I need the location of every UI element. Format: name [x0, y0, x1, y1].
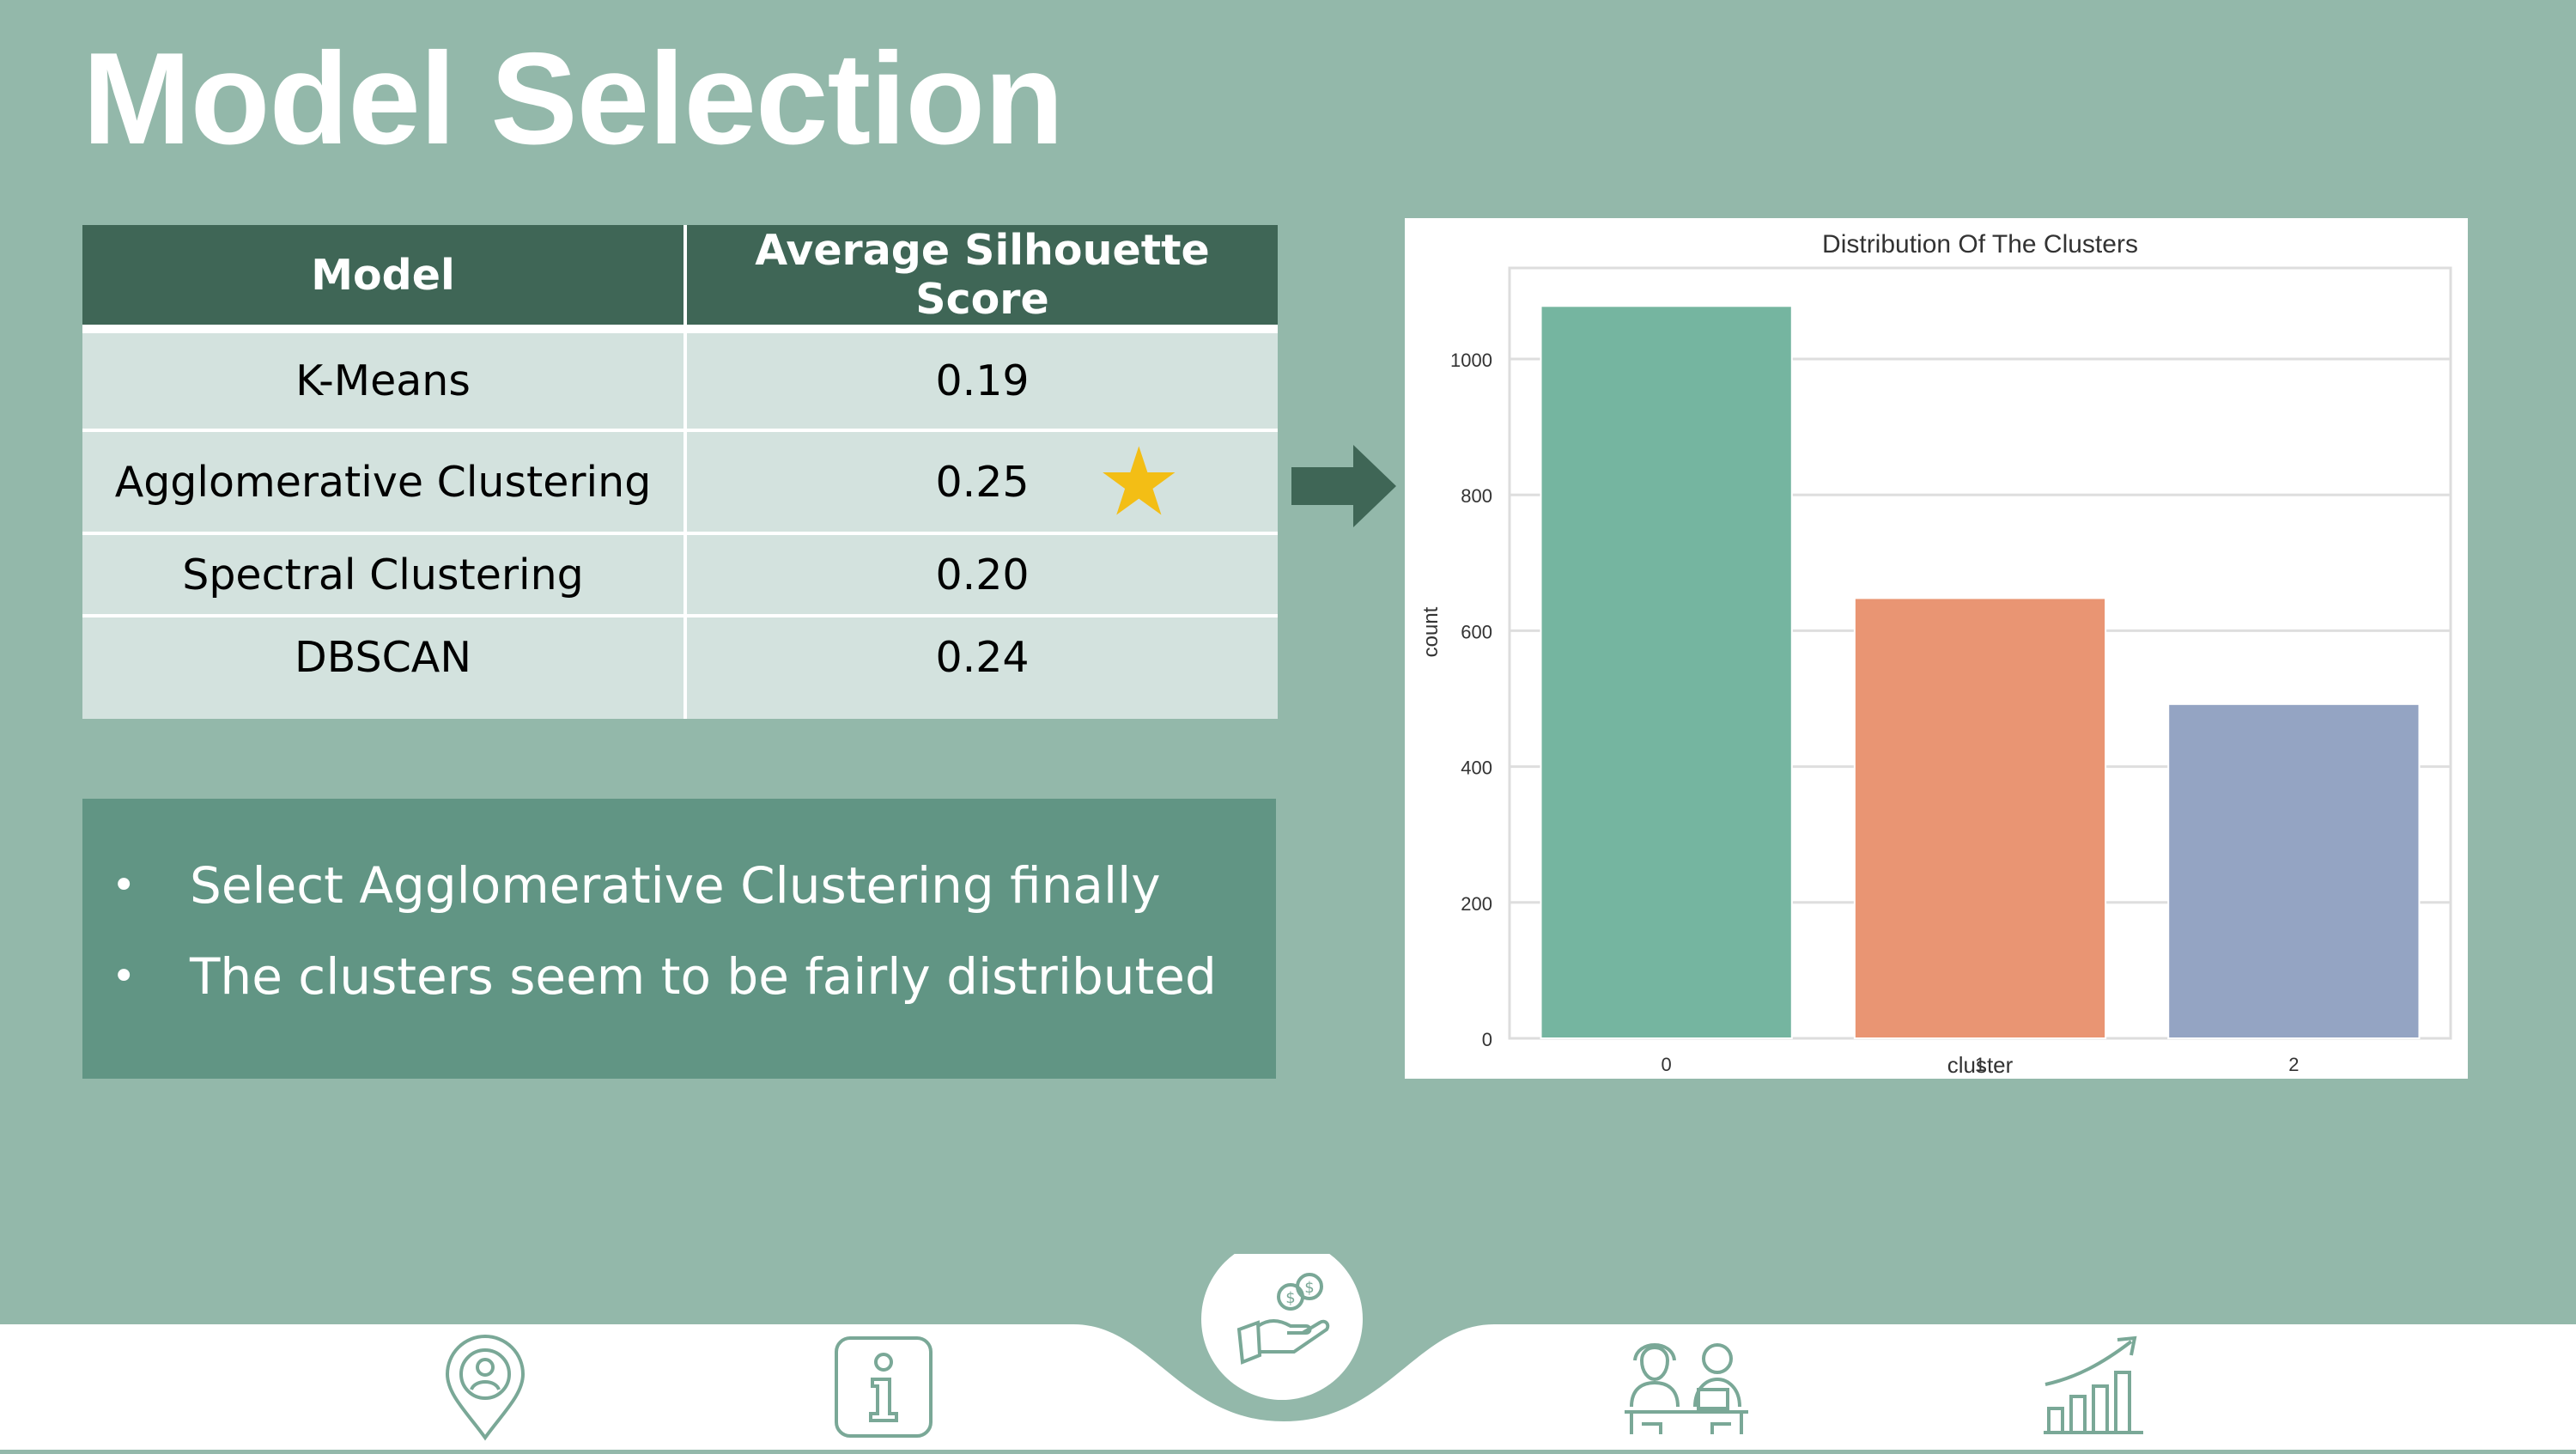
y-tick-label: 1000 — [1450, 350, 1492, 371]
growth-chart-icon[interactable] — [2042, 1335, 2145, 1436]
arrow-right-icon — [1291, 445, 1396, 527]
meeting-people-icon[interactable] — [1623, 1335, 1750, 1436]
money-hand-icon[interactable]: $ $ — [1230, 1269, 1337, 1366]
model-name-cell: Agglomerative Clustering — [82, 429, 687, 533]
column-header-score: Average Silhouette Score — [685, 225, 1278, 329]
y-tick-label: 400 — [1461, 757, 1492, 779]
notes-box: Select Agglomerative Clustering finally … — [82, 799, 1276, 1079]
model-comparison-table: Model Average Silhouette Score K-Means 0… — [82, 225, 1278, 719]
cluster-distribution-chart: 0 200 400 600 800 1000 0 1 2 Distribution Of Th… — [1405, 218, 2468, 1079]
x-tick-label: 2 — [2288, 1054, 2299, 1075]
page-title: Model Selection — [82, 26, 1064, 172]
chart-title: Distribution Of The Clusters — [1822, 230, 2138, 259]
bottom-navigation: $ $ — [0, 1238, 2576, 1454]
x-axis-label: cluster — [1947, 1052, 2014, 1078]
score-cell: 0.19 — [685, 325, 1278, 430]
info-icon[interactable] — [833, 1335, 934, 1439]
score-cell: 0.20 — [685, 532, 1278, 616]
y-tick-label: 0 — [1482, 1029, 1492, 1050]
table-header-row: Model Average Silhouette Score — [82, 225, 1278, 329]
table-row: K-Means 0.19 — [82, 325, 1278, 430]
table-row: Spectral Clustering 0.20 — [82, 532, 1278, 616]
location-person-icon[interactable] — [442, 1335, 528, 1443]
note-item: Select Agglomerative Clustering finally — [82, 857, 1276, 914]
score-cell-highlighted: 0.25 ★ — [685, 427, 1278, 537]
table-row: DBSCAN 0.24 — [82, 614, 1278, 719]
column-header-model: Model — [82, 225, 687, 329]
note-item: The clusters seem to be fairly distribut… — [82, 948, 1276, 1005]
model-name-cell: Spectral Clustering — [82, 532, 687, 616]
bar-cluster-0 — [1540, 305, 1793, 1039]
bar-cluster-1 — [1853, 597, 2107, 1039]
svg-text:$: $ — [1304, 1279, 1314, 1297]
y-axis-label: count — [1419, 606, 1443, 657]
bar-cluster-2 — [2167, 703, 2421, 1039]
model-name-cell: DBSCAN — [82, 614, 687, 719]
score-value: 0.25 — [935, 457, 1030, 507]
y-tick-label: 600 — [1461, 621, 1492, 642]
x-tick-label: 0 — [1662, 1054, 1672, 1075]
star-icon: ★ — [1097, 427, 1182, 537]
table-row: Agglomerative Clustering 0.25 ★ — [82, 427, 1278, 537]
x-tick-label: 1 — [1975, 1054, 1985, 1075]
model-name-cell: K-Means — [82, 325, 687, 430]
y-tick-label: 200 — [1461, 893, 1492, 915]
score-cell: 0.24 — [685, 614, 1278, 719]
chart-svg: 0 200 400 600 800 1000 0 1 2 Distribution Of Th… — [1419, 230, 2452, 1078]
y-tick-label: 800 — [1461, 485, 1492, 507]
svg-text:$: $ — [1285, 1289, 1295, 1307]
